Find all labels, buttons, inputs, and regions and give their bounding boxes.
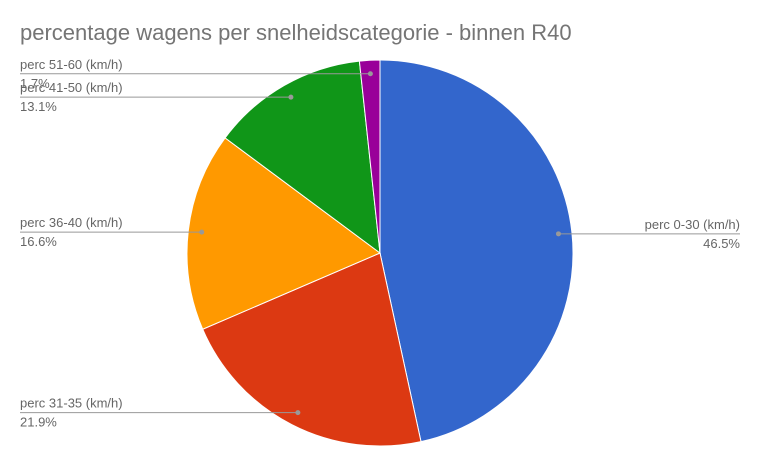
slice-value-label: 16.6%	[20, 234, 57, 249]
slice-value-label: 21.9%	[20, 415, 57, 430]
slice-value-label: 1.7%	[20, 76, 50, 91]
slice-label: perc 41-50 (km/h)	[20, 80, 123, 95]
slice-value-label: 13.1%	[20, 99, 57, 114]
chart-title: percentage wagens per snelheidscategorie…	[20, 20, 572, 45]
leader-dot	[295, 410, 301, 416]
slice-label: perc 31-35 (km/h)	[20, 396, 123, 411]
pie-slice	[186, 137, 381, 330]
leader-dot	[288, 94, 294, 100]
leader-dot	[367, 71, 373, 77]
leader-dot	[555, 231, 561, 237]
pie-slice	[358, 59, 381, 254]
pie-slice	[379, 59, 574, 443]
slice-label: perc 51-60 (km/h)	[20, 57, 123, 72]
leader-dot	[199, 229, 205, 235]
slice-value-label: 46.5%	[703, 236, 740, 251]
slice-label: perc 0-30 (km/h)	[645, 217, 740, 232]
slice-label: perc 36-40 (km/h)	[20, 215, 123, 230]
pie-slice	[224, 60, 381, 255]
pie-slice	[202, 252, 422, 447]
